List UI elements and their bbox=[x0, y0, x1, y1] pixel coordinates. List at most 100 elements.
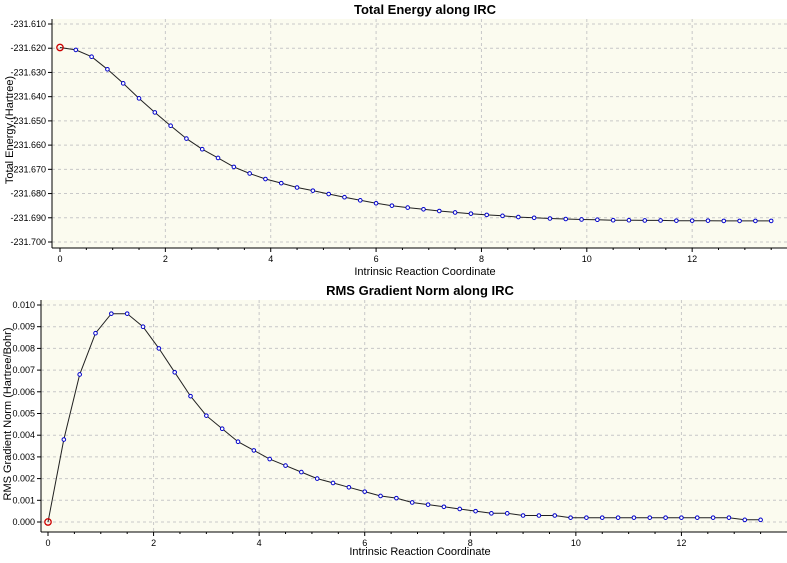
energy-data-point-21 bbox=[389, 203, 395, 208]
gradient-plot-area[interactable] bbox=[41, 300, 787, 532]
energy-x-tick-label-4: 8 bbox=[479, 254, 484, 264]
energy-start-point bbox=[56, 43, 64, 52]
energy-y-tick-label-2: -231.630 bbox=[10, 67, 46, 77]
energy-data-point-45 bbox=[768, 218, 774, 224]
energy-data-point-29 bbox=[516, 214, 521, 220]
gradient-data-point-10 bbox=[204, 413, 209, 418]
energy-plot-area[interactable] bbox=[52, 19, 787, 248]
energy-y-tick-label-9: -231.700 bbox=[10, 237, 46, 247]
gradient-y-tick-label-2: 0.002 bbox=[12, 474, 35, 484]
energy-x-tick-label-6: 12 bbox=[687, 254, 697, 264]
energy-data-point-23 bbox=[421, 207, 426, 212]
gradient-data-point-26 bbox=[457, 506, 463, 512]
energy-data-point-2 bbox=[89, 54, 94, 60]
energy-y-tick-label-0: -231.610 bbox=[10, 19, 46, 29]
energy-data-point-43 bbox=[737, 218, 742, 224]
gradient-data-point-8 bbox=[172, 369, 177, 375]
gradient-data-point-19 bbox=[346, 484, 352, 490]
gradient-data-point-1 bbox=[61, 437, 67, 442]
gradient-data-point-22 bbox=[394, 495, 399, 501]
energy-data-point-17 bbox=[326, 191, 331, 197]
energy-y-tick-label-3: -231.640 bbox=[10, 92, 46, 102]
gradient-y-tick-label-0: 0.000 bbox=[12, 517, 35, 527]
gradient-y-tick-label-3: 0.003 bbox=[12, 452, 35, 462]
energy-chart: Total Energy along IRC 0 2 4 6 8 10 12 -231.61… bbox=[4, 2, 787, 278]
gradient-data-point-42 bbox=[710, 515, 716, 520]
gradient-chart: RMS Gradient Norm along IRC 0 2 4 6 8 10 12 0.… bbox=[2, 283, 787, 558]
energy-x-label: Intrinsic Reaction Coordinate bbox=[354, 266, 495, 278]
gradient-chart-title: RMS Gradient Norm along IRC bbox=[326, 283, 514, 298]
gradient-y-tick-label-4: 0.004 bbox=[12, 430, 35, 440]
energy-x-tick-label-5: 10 bbox=[582, 254, 592, 264]
gradient-data-point-28 bbox=[489, 511, 494, 516]
energy-data-point-10 bbox=[215, 155, 221, 161]
gradient-data-point-34 bbox=[584, 515, 589, 520]
gradient-y-tick-label-8: 0.008 bbox=[12, 343, 35, 353]
energy-data-point-19 bbox=[357, 198, 363, 203]
gradient-x-tick-label-2: 4 bbox=[257, 538, 262, 548]
energy-data-point-37 bbox=[642, 218, 648, 223]
energy-data-point-1 bbox=[73, 47, 79, 53]
energy-data-point-24 bbox=[437, 208, 442, 214]
energy-data-point-13 bbox=[263, 176, 268, 182]
gradient-data-point-18 bbox=[330, 480, 336, 486]
energy-data-point-42 bbox=[721, 218, 727, 224]
gradient-series-points bbox=[44, 311, 763, 526]
energy-x-tick-label-2: 4 bbox=[268, 254, 273, 264]
energy-data-point-27 bbox=[484, 212, 490, 218]
gradient-data-point-40 bbox=[679, 515, 684, 520]
energy-series-points bbox=[56, 43, 774, 224]
energy-y-tick-label-8: -231.690 bbox=[10, 213, 46, 223]
energy-data-point-38 bbox=[658, 218, 663, 223]
energy-data-point-5 bbox=[136, 96, 142, 101]
gradient-data-point-2 bbox=[77, 372, 82, 377]
energy-data-point-30 bbox=[531, 215, 537, 221]
energy-data-point-4 bbox=[120, 81, 126, 86]
gradient-start-point bbox=[44, 518, 52, 526]
gradient-x-tick-label-5: 10 bbox=[571, 538, 581, 548]
gradient-x-tick-label-6: 12 bbox=[676, 538, 686, 548]
gradient-data-point-36 bbox=[615, 515, 621, 520]
gradient-data-point-39 bbox=[663, 515, 668, 520]
gradient-data-point-37 bbox=[631, 515, 637, 520]
energy-data-point-12 bbox=[247, 171, 252, 176]
gradient-data-point-4 bbox=[109, 311, 114, 316]
energy-chart-title: Total Energy along IRC bbox=[354, 2, 497, 17]
energy-data-point-28 bbox=[500, 213, 505, 219]
energy-data-point-35 bbox=[610, 217, 616, 223]
gradient-x-label: Intrinsic Reaction Coordinate bbox=[349, 546, 490, 558]
gradient-data-point-44 bbox=[742, 517, 748, 523]
energy-data-point-3 bbox=[105, 66, 110, 72]
gradient-x-tick-label-1: 2 bbox=[151, 538, 156, 548]
energy-data-point-40 bbox=[689, 218, 695, 223]
energy-y-tick-label-5: -231.660 bbox=[10, 140, 46, 150]
gradient-series-line bbox=[47, 313, 761, 523]
energy-y-label: Total Energy (Hartree) bbox=[4, 76, 16, 184]
gradient-y-tick-label-10: 0.010 bbox=[12, 300, 35, 310]
energy-data-point-16 bbox=[310, 188, 316, 193]
gradient-data-point-35 bbox=[599, 515, 605, 520]
gradient-data-point-9 bbox=[188, 393, 193, 399]
energy-x-tick-label-0: 0 bbox=[57, 254, 62, 264]
energy-data-point-31 bbox=[547, 216, 553, 221]
energy-y-tick-label-1: -231.620 bbox=[10, 43, 46, 53]
gradient-y-tick-label-7: 0.007 bbox=[12, 365, 35, 375]
gradient-data-point-17 bbox=[314, 476, 320, 481]
energy-data-point-33 bbox=[579, 217, 584, 222]
energy-y-tick-label-4: -231.650 bbox=[10, 116, 46, 126]
energy-axes bbox=[51, 19, 787, 249]
gradient-data-point-11 bbox=[219, 426, 225, 431]
energy-data-point-32 bbox=[563, 216, 569, 222]
energy-data-point-6 bbox=[152, 110, 158, 115]
gradient-data-point-23 bbox=[409, 500, 415, 505]
energy-data-point-14 bbox=[278, 180, 284, 186]
energy-data-point-36 bbox=[626, 217, 632, 223]
gradient-x-tick-label-3: 6 bbox=[362, 538, 367, 548]
energy-data-point-41 bbox=[705, 218, 711, 223]
energy-data-point-7 bbox=[168, 123, 173, 129]
gradient-data-point-30 bbox=[520, 513, 526, 518]
energy-series-line bbox=[59, 47, 772, 222]
gradient-data-point-25 bbox=[441, 504, 447, 510]
